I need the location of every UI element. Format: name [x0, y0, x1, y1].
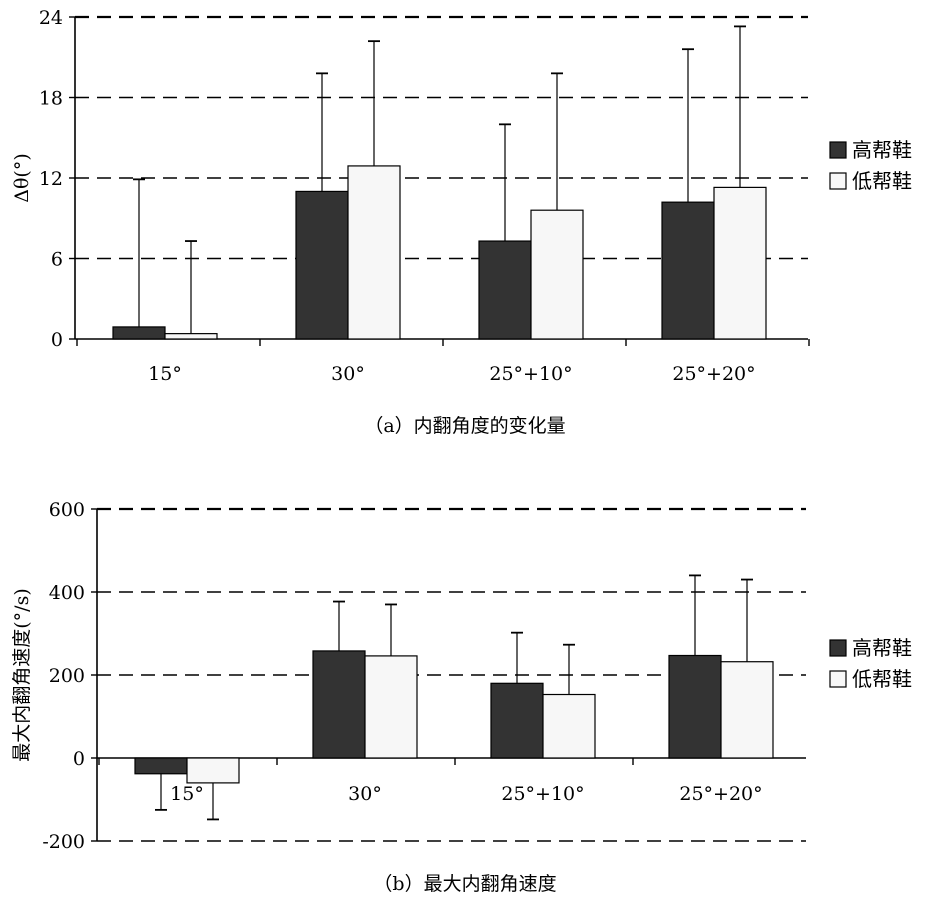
y-tick-label: 24 — [39, 7, 63, 29]
y-tick-label: 12 — [39, 168, 63, 190]
bar — [347, 165, 401, 340]
bar — [186, 757, 240, 784]
bar — [164, 333, 218, 340]
bar — [364, 655, 418, 759]
bar — [542, 693, 596, 759]
chart-caption: （a）内翻角度的变化量 — [364, 415, 565, 437]
x-tick-label: 30° — [331, 363, 365, 385]
y-axis-label: Δθ(°) — [11, 153, 33, 203]
x-tick-label: 30° — [348, 783, 382, 805]
y-tick-label: 400 — [49, 582, 85, 604]
legend-label: 低帮鞋 — [852, 169, 912, 193]
x-tick-label: 25°+10° — [501, 783, 584, 805]
x-tick-label: 25°+20° — [679, 783, 762, 805]
bar — [112, 326, 166, 340]
bar — [713, 186, 767, 340]
x-tick-label: 15° — [170, 783, 204, 805]
y-tick-label: 600 — [49, 499, 85, 521]
legend-label: 低帮鞋 — [852, 667, 912, 691]
x-tick-label: 15° — [148, 363, 182, 385]
bar — [295, 190, 349, 340]
bar — [478, 240, 532, 340]
legend-label: 高帮鞋 — [852, 636, 912, 660]
bar — [661, 201, 715, 340]
y-tick-label: 18 — [39, 88, 63, 110]
bar — [134, 757, 188, 775]
legend-swatch — [829, 639, 847, 657]
legend-swatch — [829, 172, 847, 190]
legend-label: 高帮鞋 — [852, 138, 912, 162]
y-tick-label: 200 — [49, 665, 85, 687]
x-tick-label: 25°+10° — [489, 363, 572, 385]
chart-panel-b: -200 0 200 400 600 15° 30° 25°+10° 25°+20° 最大内翻角速… — [11, 499, 912, 895]
x-tick-label: 25°+20° — [672, 363, 755, 385]
bar — [490, 682, 544, 759]
bar — [720, 661, 774, 759]
y-axis-label: 最大内翻角速度(°/s) — [11, 588, 33, 761]
legend-swatch — [829, 141, 847, 159]
bar — [530, 209, 584, 340]
chart-caption: （b）最大内翻角速度 — [373, 873, 556, 895]
bar — [668, 654, 722, 759]
y-tick-label: 0 — [51, 329, 63, 351]
y-tick-label: 0 — [73, 748, 85, 770]
bar — [312, 650, 366, 759]
y-tick-label: -200 — [42, 831, 85, 853]
legend-swatch — [829, 670, 847, 688]
y-tick-label: 6 — [51, 249, 63, 271]
